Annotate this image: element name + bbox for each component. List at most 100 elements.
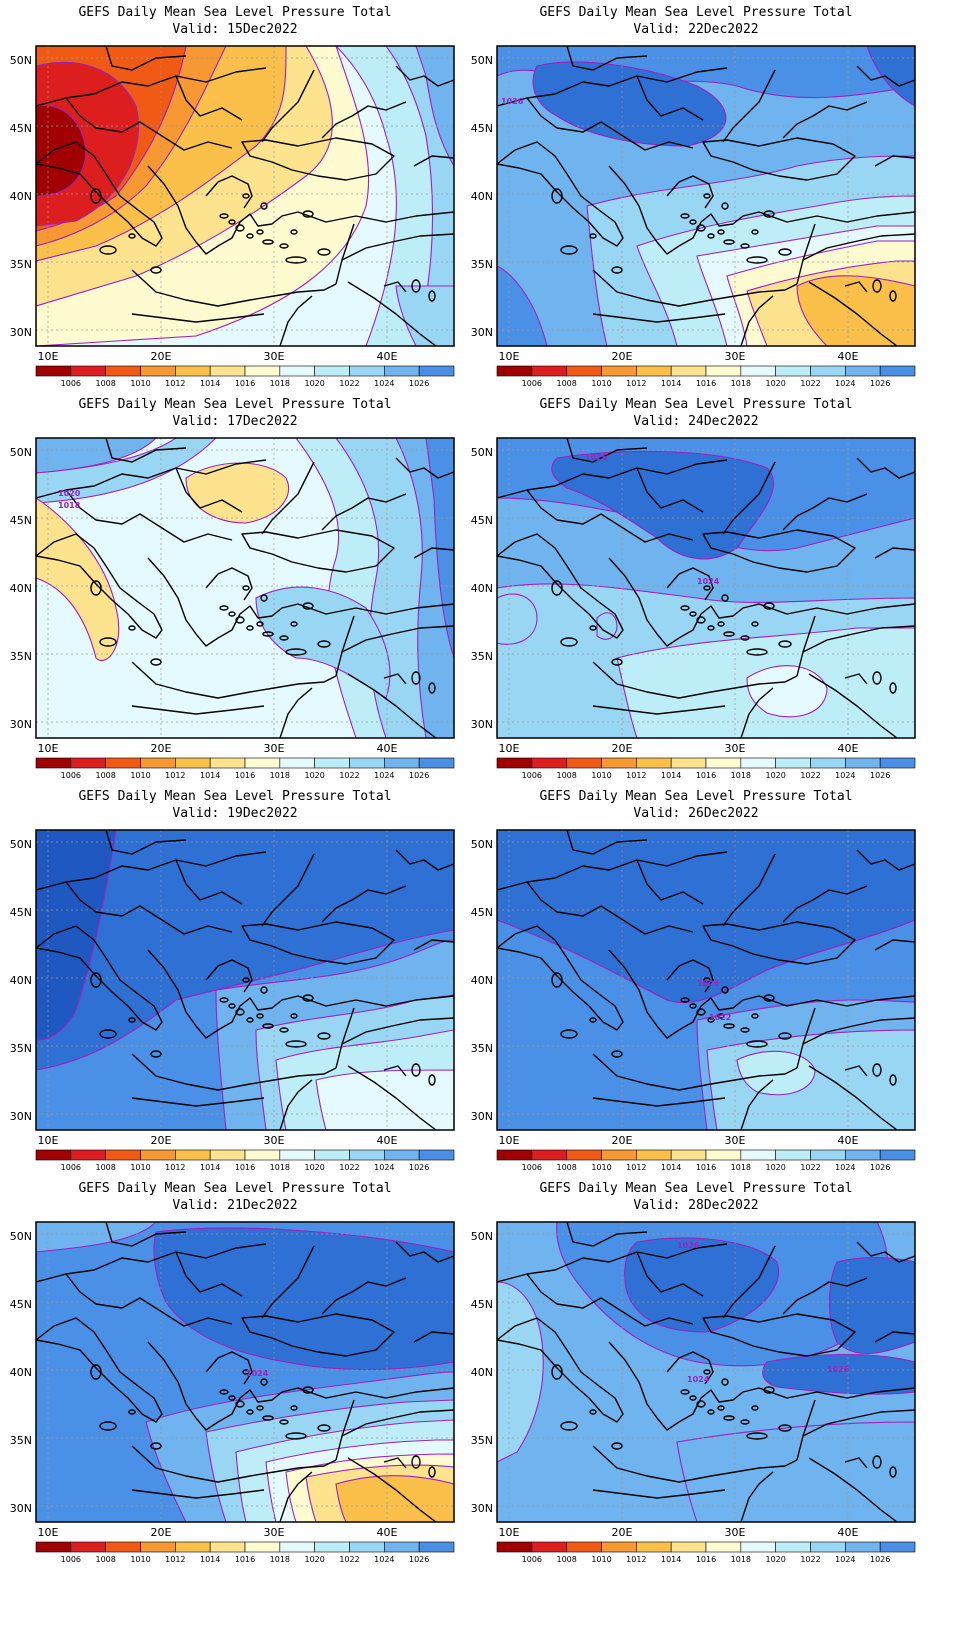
pressure-band xyxy=(335,1475,454,1522)
colorbar-swatch xyxy=(775,1149,811,1161)
longitude-label: 30E xyxy=(725,742,746,755)
latitude-label: 45N xyxy=(10,514,32,527)
colorbar-swatch xyxy=(384,1541,420,1553)
colorbar-label: 1022 xyxy=(339,1163,359,1172)
coastline xyxy=(526,1273,694,1327)
latitude-label: 40N xyxy=(10,582,32,595)
latitude-label: 30N xyxy=(471,718,493,731)
contour-label: 1026 xyxy=(585,453,608,462)
colorbar-swatch xyxy=(670,757,707,769)
colorbar-swatch xyxy=(70,1541,106,1553)
coastline xyxy=(105,438,187,463)
latitude-label: 40N xyxy=(471,582,493,595)
island xyxy=(302,1386,314,1394)
island xyxy=(228,1395,236,1401)
island xyxy=(689,1395,697,1401)
island xyxy=(317,640,331,648)
coastline xyxy=(65,1273,233,1327)
island xyxy=(246,1017,254,1023)
coastline xyxy=(740,1079,774,1130)
colorbar-swatch xyxy=(279,1149,315,1161)
colorbar-swatch xyxy=(70,365,106,377)
colorbar-label: 1026 xyxy=(409,1555,429,1564)
island xyxy=(90,972,102,988)
island xyxy=(411,671,421,685)
longitude-label: 40E xyxy=(838,1134,859,1147)
colorbar-label: 1014 xyxy=(661,1163,681,1172)
latitude-label: 50N xyxy=(471,54,493,67)
island xyxy=(256,229,264,235)
coastline xyxy=(279,687,313,738)
longitude-label: 30E xyxy=(725,1134,746,1147)
island xyxy=(219,997,229,1003)
colorbar-swatch xyxy=(601,1149,637,1161)
island xyxy=(751,1405,759,1411)
colorbar-label: 1020 xyxy=(765,1555,785,1564)
coastline xyxy=(347,673,437,738)
island xyxy=(763,602,775,610)
longitude-label: 40E xyxy=(377,1526,398,1539)
coastline xyxy=(241,921,395,965)
coastline xyxy=(341,625,454,653)
contour-label: 1022 xyxy=(709,1013,731,1022)
colorbar-label: 1010 xyxy=(130,771,150,780)
coastline xyxy=(341,1409,454,1437)
colorbar-swatch xyxy=(349,1541,385,1553)
coastlines xyxy=(497,438,915,738)
island xyxy=(696,224,706,232)
colorbar-swatch xyxy=(601,757,637,769)
colorbar-label: 1026 xyxy=(870,771,890,780)
panel-title: GEFS Daily Mean Sea Level Pressure Total xyxy=(539,1181,853,1196)
colorbar-swatch xyxy=(775,365,811,377)
coastline xyxy=(740,1471,774,1522)
island xyxy=(219,1389,229,1395)
map-panel: GEFS Daily Mean Sea Level Pressure Total… xyxy=(461,1176,931,1581)
coastline xyxy=(347,1065,437,1130)
map-frame: 1020 1018 50N 45N 40N 35N 30N 10E 20E 30E 40E xyxy=(10,437,455,755)
map-frame: 1026 1022 50N 45N 40N 35N 30N 10E 20E 30E 40E xyxy=(471,829,916,1147)
colorbar-swatch xyxy=(209,365,246,377)
colorbar-swatch xyxy=(105,1541,141,1553)
graticule xyxy=(36,830,454,1130)
island xyxy=(235,1008,245,1016)
island xyxy=(260,594,268,602)
island xyxy=(717,229,725,235)
island xyxy=(723,631,735,637)
coastline xyxy=(844,1457,868,1469)
island xyxy=(128,1017,136,1023)
colorbar-swatch xyxy=(209,1541,246,1553)
coastline xyxy=(321,101,407,139)
latitude-label: 30N xyxy=(10,1110,32,1123)
colorbar-label: 1020 xyxy=(304,1555,324,1564)
island xyxy=(228,1003,236,1009)
island xyxy=(262,631,274,637)
island xyxy=(740,635,750,641)
colorbar-swatch xyxy=(140,1541,176,1553)
coastline xyxy=(36,1243,267,1283)
coastline xyxy=(65,489,233,543)
map-frame-border xyxy=(496,829,916,1131)
island xyxy=(589,625,597,631)
coastline xyxy=(808,1457,898,1522)
colorbar-swatch xyxy=(279,365,315,377)
latitude-label: 30N xyxy=(471,1502,493,1515)
longitude-label: 10E xyxy=(499,350,520,363)
colorbar-swatch xyxy=(349,365,385,377)
map-panel: GEFS Daily Mean Sea Level Pressure Total… xyxy=(0,0,470,405)
contour-label: 1026 xyxy=(697,979,720,988)
map-frame-border xyxy=(496,1221,916,1523)
coastline xyxy=(279,295,313,346)
coastline xyxy=(802,625,915,653)
colorbar-swatch xyxy=(566,1541,602,1553)
island xyxy=(717,1013,725,1019)
coastline xyxy=(608,165,915,255)
map-panel: GEFS Daily Mean Sea Level Pressure Total… xyxy=(0,1176,470,1581)
coastline xyxy=(36,67,267,107)
coastline xyxy=(335,615,355,677)
coastline xyxy=(856,849,915,871)
island xyxy=(150,1442,162,1450)
colorbar-swatch xyxy=(314,365,350,377)
colorbar-swatch xyxy=(418,1541,455,1553)
coastline xyxy=(395,457,454,479)
